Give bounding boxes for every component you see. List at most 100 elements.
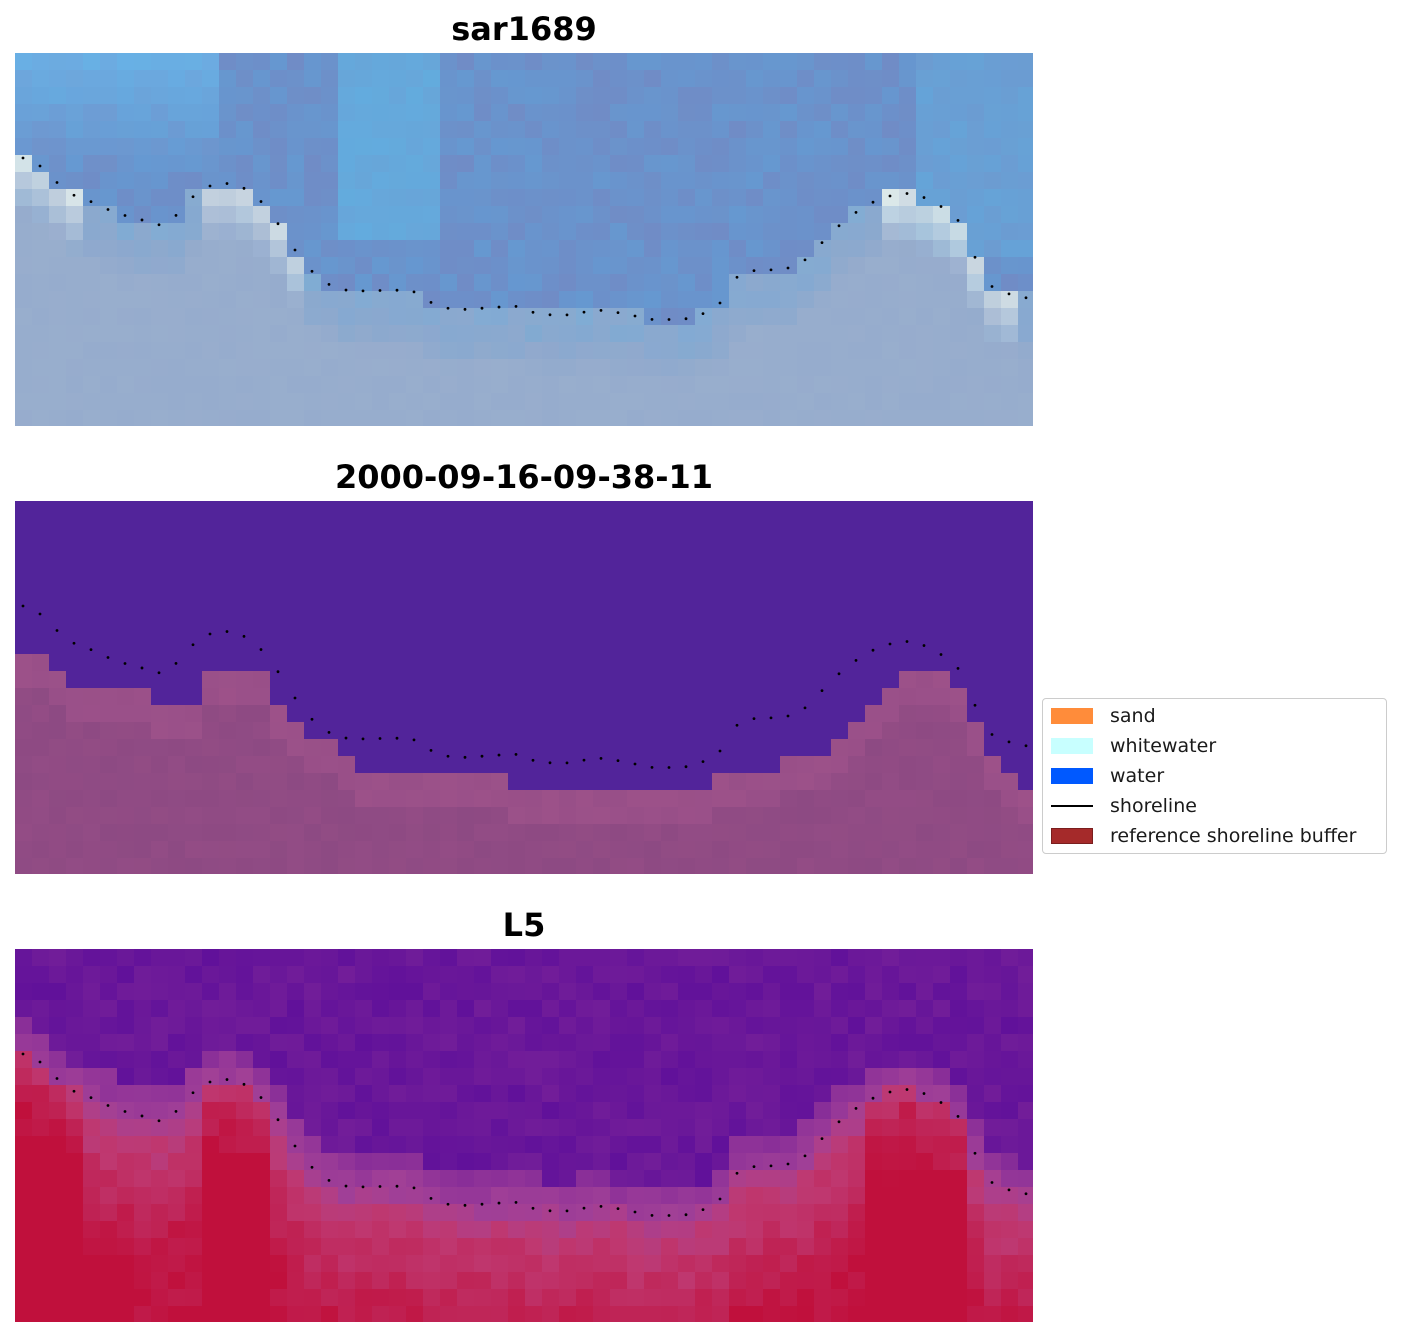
shoreline-point (633, 1210, 637, 1214)
shoreline-point (55, 1077, 59, 1080)
shoreline-point (463, 1203, 467, 1207)
shoreline-point (327, 283, 331, 286)
shoreline-point (225, 630, 229, 633)
shoreline-point (650, 318, 654, 321)
classification-pixels (15, 501, 1033, 874)
shoreline-point (123, 214, 127, 217)
shoreline-point (973, 703, 977, 707)
whitewater-swatch-icon (1051, 738, 1093, 754)
shoreline-point (89, 200, 93, 204)
shoreline-point (412, 290, 416, 294)
shoreline-point (1007, 740, 1011, 744)
shoreline-point (72, 1089, 76, 1093)
shoreline-point (752, 1165, 756, 1169)
shoreline-point (820, 689, 824, 692)
shoreline-point (752, 717, 756, 721)
shoreline-point (293, 1144, 297, 1148)
shoreline-point (293, 248, 297, 252)
shoreline-point (769, 268, 773, 272)
shoreline-point (667, 318, 671, 321)
shoreline-point (769, 1164, 773, 1168)
shoreline-point (429, 749, 433, 752)
shoreline-point (854, 211, 858, 214)
shoreline-point (38, 1060, 42, 1064)
shoreline-point (276, 222, 280, 226)
shoreline-point (939, 1101, 943, 1104)
legend-label: shoreline (1110, 795, 1197, 817)
shoreline-point (616, 759, 620, 762)
shoreline-point (378, 289, 382, 292)
shoreline-point (582, 758, 586, 762)
shoreline-point (548, 313, 552, 317)
shoreline-point (922, 1092, 926, 1095)
shoreline-point (140, 666, 144, 670)
index-image-panel (15, 949, 1033, 1322)
shoreline-point (497, 753, 501, 757)
legend-item-reference-buffer: reference shoreline buffer (1051, 824, 1356, 848)
shoreline-point (684, 1213, 688, 1217)
legend-label: water (1110, 765, 1165, 787)
shoreline-point (582, 1206, 586, 1210)
shoreline-point (888, 1090, 892, 1094)
shoreline-point (905, 640, 909, 643)
shoreline-point (837, 672, 841, 676)
shoreline-point (378, 737, 382, 740)
shoreline-point (412, 1186, 416, 1190)
shoreline-point (208, 632, 212, 636)
shoreline-point (174, 662, 178, 665)
panel-title-classification: 2000-09-16-09-38-11 (334, 458, 714, 496)
shoreline-point (72, 641, 76, 645)
shoreline-point (531, 758, 535, 762)
shoreline-point (310, 1165, 314, 1169)
shoreline-point (21, 156, 25, 160)
shoreline-point (650, 766, 654, 769)
shoreline-point (174, 214, 178, 217)
shoreline-point (531, 310, 535, 314)
shoreline-point (990, 1181, 994, 1184)
panel-title-index: L5 (502, 906, 546, 944)
shoreline-point (89, 1096, 93, 1099)
shoreline-point (446, 306, 450, 310)
shoreline-point (293, 696, 297, 700)
shoreline-point (106, 1104, 110, 1107)
shoreline-point (412, 738, 416, 742)
shoreline-point (633, 762, 637, 766)
shoreline-point (599, 1205, 603, 1208)
shoreline-point (446, 1202, 450, 1206)
shoreline-point (565, 313, 569, 317)
shoreline-point (123, 1110, 127, 1113)
shoreline-point (837, 1120, 841, 1124)
shoreline-point (939, 653, 943, 656)
shoreline-point (106, 656, 110, 659)
shoreline-point (480, 1202, 484, 1206)
shoreline-point (565, 1209, 569, 1213)
shoreline-point (701, 760, 705, 763)
shoreline-point (871, 200, 875, 204)
shoreline-point (973, 1151, 977, 1155)
shoreline-point (922, 644, 926, 647)
shoreline-point (191, 195, 195, 199)
shoreline-point (55, 181, 59, 184)
shoreline-point (38, 612, 42, 616)
shoreline-point (735, 1171, 739, 1175)
shoreline-point (956, 667, 960, 670)
shoreline-point (21, 1052, 25, 1056)
shoreline-point (514, 752, 518, 756)
shoreline-point (548, 761, 552, 765)
shoreline-point (395, 288, 399, 292)
shoreline-point (480, 754, 484, 758)
shoreline-point (123, 662, 127, 665)
shoreline-point (106, 208, 110, 211)
shoreline-point (548, 1209, 552, 1213)
legend-label: reference shoreline buffer (1110, 825, 1357, 847)
shoreline-point (956, 219, 960, 222)
shoreline-point (735, 723, 739, 727)
shoreline-point (1024, 296, 1028, 300)
shoreline-point (72, 193, 76, 197)
shoreline-point (361, 737, 365, 741)
shoreline-point (871, 648, 875, 652)
classification-image-panel (15, 501, 1033, 874)
legend-label: sand (1110, 705, 1156, 727)
shoreline-point (718, 1197, 722, 1201)
shoreline-point (684, 765, 688, 769)
